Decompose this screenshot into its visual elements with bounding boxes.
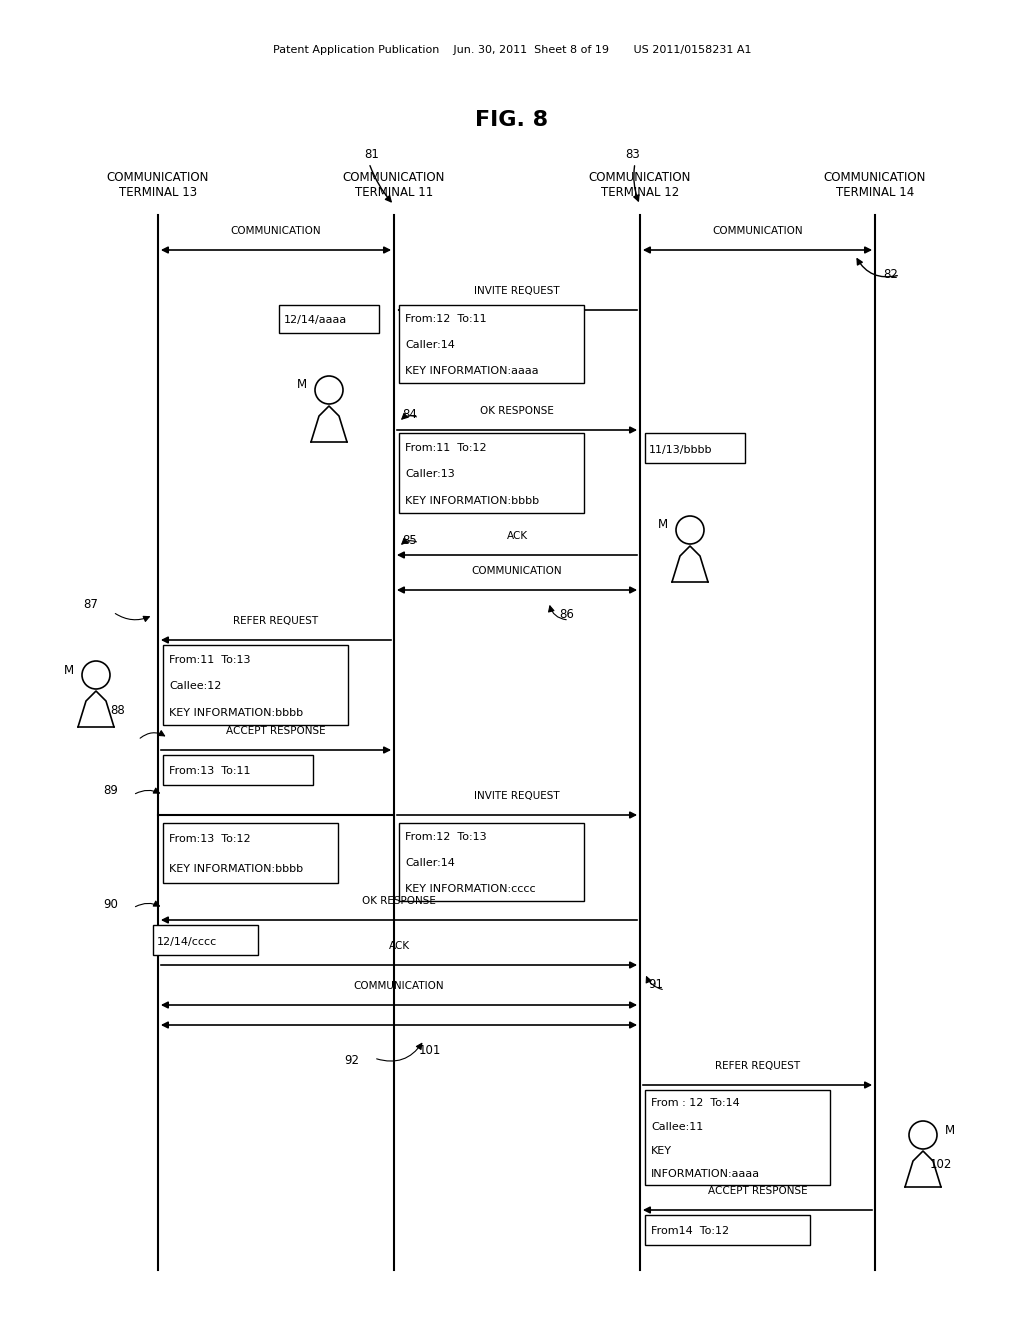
Text: From14  To:12: From14 To:12 [651, 1226, 729, 1237]
Text: 102: 102 [930, 1159, 952, 1172]
Text: 87: 87 [83, 598, 98, 611]
Text: COMMUNICATION: COMMUNICATION [712, 226, 803, 236]
Text: KEY INFORMATION:bbbb: KEY INFORMATION:bbbb [406, 496, 539, 506]
Text: 81: 81 [364, 149, 379, 161]
Text: Patent Application Publication    Jun. 30, 2011  Sheet 8 of 19       US 2011/015: Patent Application Publication Jun. 30, … [272, 45, 752, 55]
Text: KEY INFORMATION:bbbb: KEY INFORMATION:bbbb [169, 865, 303, 874]
Text: M: M [63, 664, 74, 676]
Text: 101: 101 [419, 1044, 441, 1056]
Text: From:11  To:13: From:11 To:13 [169, 655, 251, 665]
Text: KEY: KEY [651, 1146, 672, 1155]
Text: 85: 85 [402, 533, 417, 546]
Text: ACCEPT RESPONSE: ACCEPT RESPONSE [226, 726, 326, 737]
Bar [279, 305, 379, 333]
Text: COMMUNICATION
TERMINAL 11: COMMUNICATION TERMINAL 11 [343, 172, 445, 199]
Text: M: M [945, 1123, 955, 1137]
Bar [645, 1090, 830, 1185]
Bar [399, 822, 584, 902]
Text: FIG. 8: FIG. 8 [475, 110, 549, 129]
Text: INFORMATION:aaaa: INFORMATION:aaaa [651, 1170, 760, 1179]
Text: 84: 84 [402, 408, 417, 421]
Bar [645, 433, 745, 463]
Text: 91: 91 [648, 978, 663, 991]
Text: Caller:14: Caller:14 [406, 341, 455, 350]
Text: 11/13/bbbb: 11/13/bbbb [649, 445, 713, 454]
Text: COMMUNICATION
TERMINAL 14: COMMUNICATION TERMINAL 14 [824, 172, 926, 199]
Text: 12/14/aaaa: 12/14/aaaa [284, 315, 347, 326]
Text: From:12  To:11: From:12 To:11 [406, 314, 486, 325]
Text: OK RESPONSE: OK RESPONSE [480, 407, 554, 416]
Text: From:13  To:12: From:13 To:12 [169, 834, 251, 845]
Text: COMMUNICATION: COMMUNICATION [353, 981, 444, 991]
Text: COMMUNICATION
TERMINAL 13: COMMUNICATION TERMINAL 13 [106, 172, 209, 199]
Bar [399, 433, 584, 513]
Text: INVITE REQUEST: INVITE REQUEST [474, 286, 560, 296]
Text: From:11  To:12: From:11 To:12 [406, 442, 486, 453]
Text: 83: 83 [625, 149, 640, 161]
Text: 89: 89 [103, 784, 118, 796]
Text: KEY INFORMATION:cccc: KEY INFORMATION:cccc [406, 884, 536, 895]
Text: M: M [657, 519, 668, 532]
Text: Caller:13: Caller:13 [406, 470, 455, 479]
Bar [153, 925, 258, 954]
Text: From : 12  To:14: From : 12 To:14 [651, 1098, 739, 1107]
Bar [645, 1214, 810, 1245]
Text: Caller:14: Caller:14 [406, 858, 455, 869]
Text: REFER REQUEST: REFER REQUEST [233, 616, 318, 626]
Text: Callee:11: Callee:11 [651, 1122, 703, 1131]
Bar [163, 755, 313, 785]
Text: 90: 90 [103, 899, 118, 912]
Text: From:13  To:11: From:13 To:11 [169, 767, 251, 776]
Text: 86: 86 [559, 609, 573, 622]
Bar [163, 645, 348, 725]
Text: ACCEPT RESPONSE: ACCEPT RESPONSE [708, 1185, 807, 1196]
Text: 88: 88 [110, 704, 125, 717]
Text: ACK: ACK [507, 531, 527, 541]
Text: Callee:12: Callee:12 [169, 681, 221, 692]
Text: COMMUNICATION: COMMUNICATION [230, 226, 322, 236]
Text: From:12  To:13: From:12 To:13 [406, 833, 486, 842]
Text: COMMUNICATION: COMMUNICATION [472, 566, 562, 576]
Text: INVITE REQUEST: INVITE REQUEST [474, 791, 560, 801]
Text: ACK: ACK [388, 941, 410, 950]
Bar [163, 822, 338, 883]
Text: 92: 92 [344, 1053, 359, 1067]
Text: M: M [297, 379, 307, 392]
Bar [399, 305, 584, 383]
Text: 82: 82 [883, 268, 898, 281]
Text: KEY INFORMATION:aaaa: KEY INFORMATION:aaaa [406, 366, 539, 376]
Text: COMMUNICATION
TERMINAL 12: COMMUNICATION TERMINAL 12 [589, 172, 691, 199]
Text: OK RESPONSE: OK RESPONSE [362, 896, 436, 906]
Text: 12/14/cccc: 12/14/cccc [157, 936, 217, 946]
Text: KEY INFORMATION:bbbb: KEY INFORMATION:bbbb [169, 708, 303, 718]
Text: REFER REQUEST: REFER REQUEST [715, 1061, 800, 1071]
